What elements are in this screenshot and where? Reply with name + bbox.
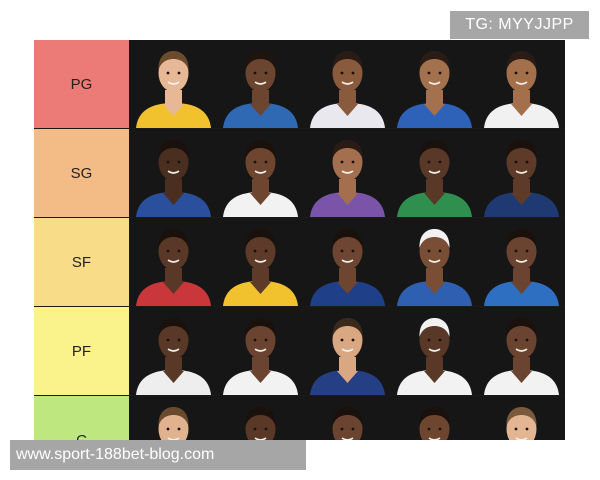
player-portrait-icon xyxy=(391,40,478,128)
player-portrait-icon xyxy=(130,396,217,440)
player-card xyxy=(391,129,478,217)
player-card xyxy=(304,396,391,440)
player-card xyxy=(478,218,565,306)
player-card xyxy=(304,218,391,306)
player-portrait-icon xyxy=(478,218,565,306)
player-portrait-icon xyxy=(304,307,391,395)
tier-row-c: C xyxy=(34,396,565,440)
player-card xyxy=(478,129,565,217)
player-card xyxy=(478,40,565,128)
player-card xyxy=(130,129,217,217)
player-portrait-icon xyxy=(130,129,217,217)
player-card xyxy=(391,218,478,306)
player-card xyxy=(304,40,391,128)
player-portrait-icon xyxy=(478,40,565,128)
player-card xyxy=(217,40,304,128)
player-portrait-icon xyxy=(130,40,217,128)
tier-label: PF xyxy=(34,307,130,395)
player-card xyxy=(130,218,217,306)
player-card xyxy=(304,307,391,395)
player-card xyxy=(391,396,478,440)
tier-label: SF xyxy=(34,218,130,306)
tier-players xyxy=(130,396,565,440)
player-card xyxy=(130,40,217,128)
player-portrait-icon xyxy=(304,129,391,217)
tier-row-sf: SF xyxy=(34,218,565,306)
player-portrait-icon xyxy=(478,396,565,440)
player-card xyxy=(478,396,565,440)
player-portrait-icon xyxy=(217,40,304,128)
tier-row-pf: PF xyxy=(34,307,565,395)
player-card xyxy=(217,396,304,440)
player-portrait-icon xyxy=(391,129,478,217)
player-portrait-icon xyxy=(478,129,565,217)
player-portrait-icon xyxy=(304,218,391,306)
player-portrait-icon xyxy=(217,218,304,306)
player-portrait-icon xyxy=(304,396,391,440)
player-portrait-icon xyxy=(217,129,304,217)
player-card xyxy=(391,40,478,128)
player-card xyxy=(304,129,391,217)
tier-label: C xyxy=(34,396,130,440)
tier-label: PG xyxy=(34,40,130,128)
tier-row-sg: SG xyxy=(34,129,565,217)
website-watermark: www.sport-188bet-blog.com xyxy=(10,440,306,470)
player-portrait-icon xyxy=(391,396,478,440)
player-portrait-icon xyxy=(217,396,304,440)
tier-players xyxy=(130,307,565,395)
telegram-watermark: TG: MYYJJPP xyxy=(450,11,589,39)
player-card xyxy=(478,307,565,395)
player-card xyxy=(217,218,304,306)
tier-row-pg: PG xyxy=(34,40,565,128)
tier-players xyxy=(130,40,565,128)
player-portrait-icon xyxy=(391,307,478,395)
player-portrait-icon xyxy=(391,218,478,306)
player-card xyxy=(217,307,304,395)
tier-list-board: PG SG SF PF C xyxy=(34,40,565,440)
player-portrait-icon xyxy=(130,218,217,306)
tier-players xyxy=(130,218,565,306)
player-card xyxy=(130,307,217,395)
player-card xyxy=(130,396,217,440)
tier-label: SG xyxy=(34,129,130,217)
player-portrait-icon xyxy=(130,307,217,395)
player-card xyxy=(391,307,478,395)
player-portrait-icon xyxy=(217,307,304,395)
player-portrait-icon xyxy=(304,40,391,128)
player-card xyxy=(217,129,304,217)
tier-players xyxy=(130,129,565,217)
player-portrait-icon xyxy=(478,307,565,395)
